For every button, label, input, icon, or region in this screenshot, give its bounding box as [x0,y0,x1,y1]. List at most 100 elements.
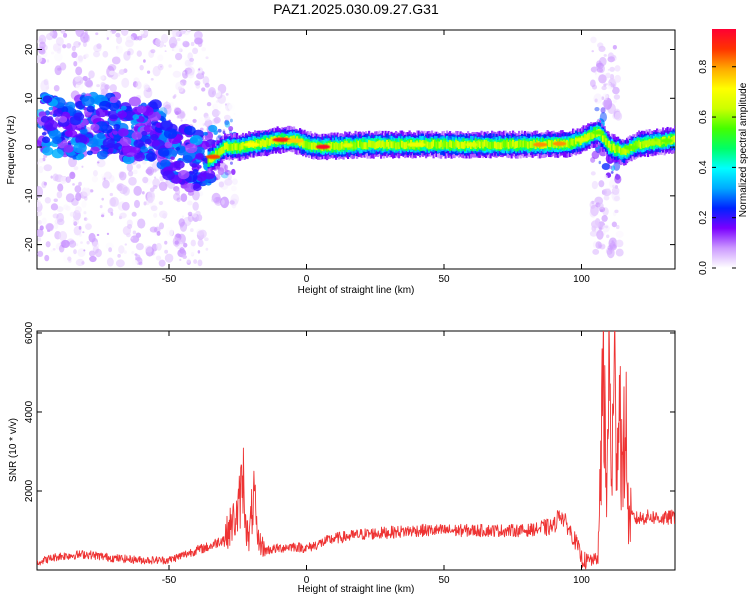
spectral-blob [187,214,194,222]
spectral-band [380,141,383,149]
spectral-blob [198,116,205,126]
spectral-blob [106,257,114,267]
spectral-blob [158,259,166,267]
spectrogram-x-axis: -50 0 50 100 [162,30,590,285]
spectral-band [383,141,386,149]
spectral-blob [614,195,621,202]
spectral-blob [204,237,209,242]
spectral-blob [138,261,143,266]
spectral-band [533,139,536,147]
y-tick-label: 20 [24,44,35,56]
spectral-blob [610,171,614,174]
spectral-blob [118,69,125,75]
spectral-core [203,131,208,136]
spectral-blob [225,92,229,96]
spectral-blob [603,53,607,57]
spectral-core [41,136,51,144]
spectral-band [269,138,272,146]
spectral-band [395,142,398,150]
spectral-band [479,141,482,149]
spectral-band [566,140,569,147]
spectral-band [437,141,440,148]
spectral-blob [230,185,237,192]
spectral-blob [110,196,119,207]
spectral-band [239,144,242,152]
spectral-core [122,154,135,165]
spectral-blob [108,247,113,253]
spectral-blob [126,163,133,172]
spectral-blob [54,52,63,62]
spectral-band [389,140,392,148]
spectral-blob [139,64,144,71]
spectral-blob [218,181,225,188]
spectral-blob [108,174,115,183]
spectral-blob [228,125,234,132]
spectral-blob [74,243,79,247]
snr-y-axis: 2000 4000 6000 [24,321,675,502]
spectral-band [308,142,311,150]
spectral-blob [187,30,190,32]
spectral-blob [38,166,44,174]
x-tick-label: -50 [162,575,177,586]
spectral-core [119,136,132,147]
spectral-blob [81,200,87,208]
spectral-band [435,141,438,149]
spectral-band [354,142,357,150]
spectral-blob [178,108,181,111]
x-tick-label: 50 [438,575,450,586]
spectral-band [341,141,344,149]
spectral-blob [176,37,181,42]
spectral-blob [39,41,46,49]
spectral-core [109,96,118,104]
spectral-blob [180,249,186,254]
spectral-blob [612,99,618,104]
spectral-band [372,141,375,148]
spectral-blob [590,79,596,88]
spectral-blob [199,229,207,239]
spectral-blob [159,65,163,68]
spectral-core [120,105,127,111]
spectral-blob [103,177,106,181]
y-tick-label: 4000 [24,400,35,423]
spectral-blob [612,194,620,202]
spectral-blob [104,84,110,90]
spectral-blob [75,83,84,90]
spectral-blob [106,37,109,41]
spectral-blob [614,173,621,180]
spectral-blob [50,51,55,55]
spectral-peak [205,154,221,160]
spectral-blob [593,93,603,104]
spectral-blob [143,30,149,36]
spectral-blob [197,259,203,267]
spectral-band [332,142,335,150]
spectral-band [585,134,588,142]
spectral-blob [43,78,49,86]
spectral-band [501,141,504,149]
spectral-core [192,184,202,192]
spectral-band [396,141,399,149]
spectral-blob [78,225,82,230]
spectral-band [440,140,443,147]
spectral-blob [174,240,179,245]
spectral-blob [216,100,219,103]
spectral-blob [69,171,76,180]
spectral-blob [217,110,221,115]
spectral-blob [213,89,222,98]
spectral-band [548,140,551,147]
spectral-blob [99,75,105,80]
spectral-blob [50,249,54,252]
spectral-core [113,135,121,142]
spectral-band [234,143,237,151]
spectral-blob [123,250,127,254]
spectral-peak [243,142,260,147]
spectral-band [654,137,657,145]
spectral-blob [58,231,68,241]
spectral-blob [198,191,204,197]
spectral-band [392,141,395,149]
spectral-band [497,141,500,149]
spectral-blob [598,160,602,165]
spectral-band [426,141,429,149]
spectral-blob [53,223,59,230]
spectral-blob [598,180,605,188]
